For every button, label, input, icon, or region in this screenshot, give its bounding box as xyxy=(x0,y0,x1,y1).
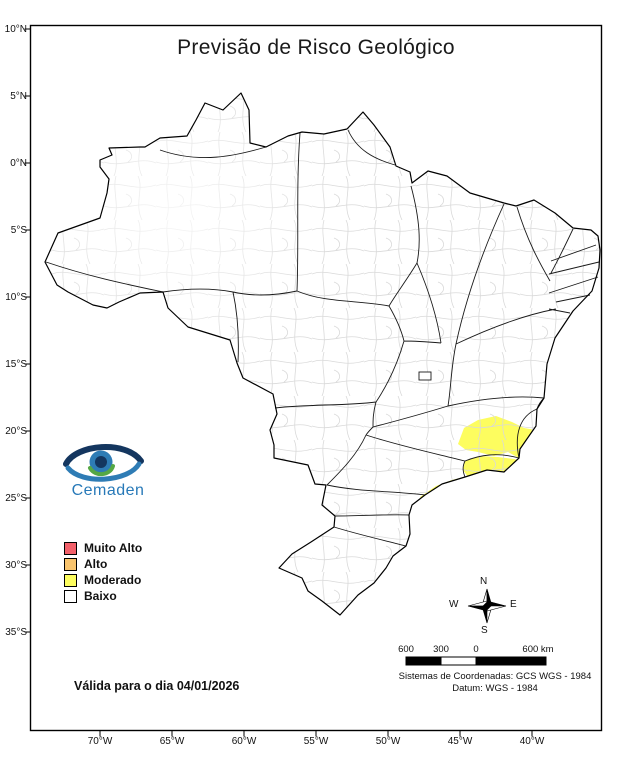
legend-label: Muito Alto xyxy=(84,541,143,555)
lon-label: 55°W xyxy=(303,736,329,747)
lon-label: 70°W xyxy=(87,736,113,747)
lat-label: 5°N xyxy=(10,91,27,102)
lat-label: 10°N xyxy=(4,24,27,35)
lon-label: 60°W xyxy=(231,736,257,747)
legend-swatch-muito-alto xyxy=(64,541,77,555)
distrito-federal-outline xyxy=(418,371,432,381)
legend-item: Baixo xyxy=(64,588,142,604)
coordinate-system-note: Sistemas de Coordenadas: GCS WGS - 1984 … xyxy=(380,671,610,695)
scale-label: 600 xyxy=(398,644,414,655)
lat-label: 30°S xyxy=(5,560,27,571)
amazon-fade xyxy=(45,93,340,380)
brazil-border xyxy=(44,92,601,616)
compass-east-label: E xyxy=(510,599,517,610)
legend-swatch-moderado xyxy=(64,573,77,587)
lon-label: 40°W xyxy=(519,736,545,747)
compass-south-label: S xyxy=(481,625,488,636)
risk-legend: Muito Alto Alto Moderado Baixo xyxy=(64,540,142,604)
legend-label: Alto xyxy=(84,557,108,571)
compass-rose-icon xyxy=(467,588,507,624)
validity-text: Válida para o dia 04/01/2026 xyxy=(74,679,240,693)
lat-label: 15°S xyxy=(5,359,27,370)
lat-label: 0°N xyxy=(10,158,27,169)
cemaden-logo-icon xyxy=(63,444,144,482)
lon-label: 45°W xyxy=(447,736,473,747)
compass-west-label: W xyxy=(449,599,459,610)
map-title: Previsão de Risco Geológico xyxy=(177,36,455,59)
coordinate-system-line2: Datum: WGS - 1984 xyxy=(452,683,538,694)
scale-bar xyxy=(405,656,547,666)
lat-label: 10°S xyxy=(5,292,27,303)
longitude-ticks xyxy=(99,730,533,737)
state-boundaries xyxy=(45,129,600,547)
lat-label: 25°S xyxy=(5,493,27,504)
lon-label: 65°W xyxy=(159,736,185,747)
latitude-ticks xyxy=(24,28,31,633)
legend-item: Muito Alto xyxy=(64,540,142,556)
lon-label: 50°W xyxy=(375,736,401,747)
legend-swatch-alto xyxy=(64,557,77,571)
lat-label: 5°S xyxy=(10,225,27,236)
compass-north-label: N xyxy=(480,576,488,587)
scale-label: 600 km xyxy=(522,644,554,655)
legend-item: Alto xyxy=(64,556,142,572)
lat-label: 35°S xyxy=(5,627,27,638)
legend-swatch-baixo xyxy=(64,589,77,603)
lat-label: 20°S xyxy=(5,426,27,437)
legend-label: Baixo xyxy=(84,589,117,603)
cemaden-wordmark: Cemaden xyxy=(71,482,145,499)
scale-label: 300 xyxy=(433,644,449,655)
coordinate-system-line1: Sistemas de Coordenadas: GCS WGS - 1984 xyxy=(398,671,592,682)
legend-label: Moderado xyxy=(84,573,142,587)
scale-label: 0 xyxy=(473,644,479,655)
legend-item: Moderado xyxy=(64,572,142,588)
